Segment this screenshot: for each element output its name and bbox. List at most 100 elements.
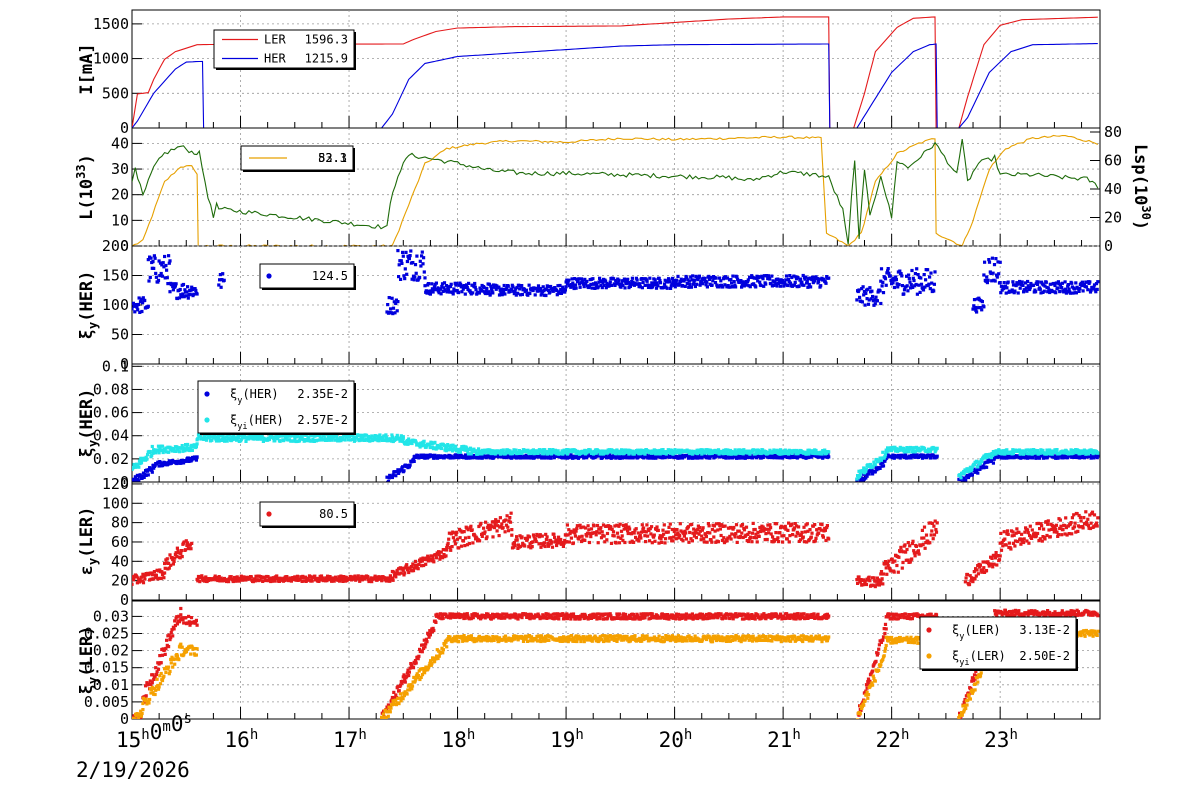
data-point [448,284,453,289]
data-point [553,448,557,452]
data-point [139,456,143,460]
data-point [962,476,966,480]
series-2-line [132,139,1099,245]
data-point [399,259,403,263]
data-point [769,282,773,286]
data-point [612,277,616,281]
data-point [284,436,288,440]
y-tick-label: 0 [120,119,129,137]
data-point [356,433,360,437]
data-point [442,281,447,285]
data-point [786,277,791,281]
data-point [549,284,553,289]
data-point [467,541,472,546]
data-point [745,453,749,457]
data-point [916,446,920,450]
data-point [1093,288,1097,292]
data-point [692,534,696,538]
data-point [367,437,371,441]
data-point [506,529,511,533]
data-point [766,274,770,278]
data-point [182,295,186,299]
data-point [399,468,403,472]
data-point [740,285,744,289]
data-point [746,278,750,282]
data-point [1081,289,1085,293]
data-point [510,283,514,287]
data-point [385,475,389,479]
data-point [503,530,507,534]
data-point [689,285,693,289]
data-point [518,534,522,538]
data-point [185,290,189,294]
data-point [614,541,618,545]
data-point [486,525,490,530]
data-point [133,475,137,479]
data-point [308,574,312,579]
series-1-points [132,249,1100,316]
data-point [184,539,188,543]
data-point [922,273,926,277]
data-point [277,435,281,439]
data-point [579,526,583,530]
data-point [862,466,866,470]
data-point [302,433,306,437]
data-point [232,579,236,583]
data-point [414,271,418,275]
data-point [550,540,554,544]
data-point [864,467,869,471]
data-point [594,451,598,455]
data-point [758,280,762,284]
data-point [884,283,888,287]
data-point [750,274,754,278]
y-tick-label: 0.08 [93,380,129,398]
data-point [891,560,895,564]
data-point [923,285,927,289]
data-point [407,570,411,575]
data-point [358,438,363,442]
data-point [716,540,720,544]
data-point [910,268,914,273]
data-point [137,296,141,300]
data-point [605,531,610,536]
data-point [218,579,222,583]
data-point [737,529,741,533]
data-point [573,277,577,281]
data-point [968,465,972,469]
data-point [448,290,452,294]
data-point [222,278,226,282]
data-point [253,434,257,438]
data-point [636,531,640,535]
data-point [902,292,906,296]
data-point [396,300,400,304]
data-point [742,448,746,452]
data-point [502,283,506,288]
data-point [1080,455,1084,459]
data-point [404,250,408,254]
data-point [678,533,682,537]
data-point [451,443,455,447]
data-point [1039,448,1043,452]
data-point [1026,284,1030,288]
data-point [420,559,424,563]
data-point [747,455,751,460]
data-point [268,576,272,580]
data-point [1055,448,1059,452]
data-point [778,452,782,456]
data-point [1080,280,1084,284]
data-point [1082,283,1087,287]
data-point [616,535,620,539]
data-point [135,305,139,309]
data-point [403,571,407,575]
data-point [628,284,632,288]
data-point [420,455,424,459]
data-point [740,283,744,287]
legend-value: 1215.9 [305,52,348,66]
data-point [380,438,385,442]
data-point [799,533,803,537]
data-point [689,537,693,541]
data-point [547,288,551,292]
data-point [994,257,998,261]
data-point [595,523,600,528]
data-point [898,456,902,460]
